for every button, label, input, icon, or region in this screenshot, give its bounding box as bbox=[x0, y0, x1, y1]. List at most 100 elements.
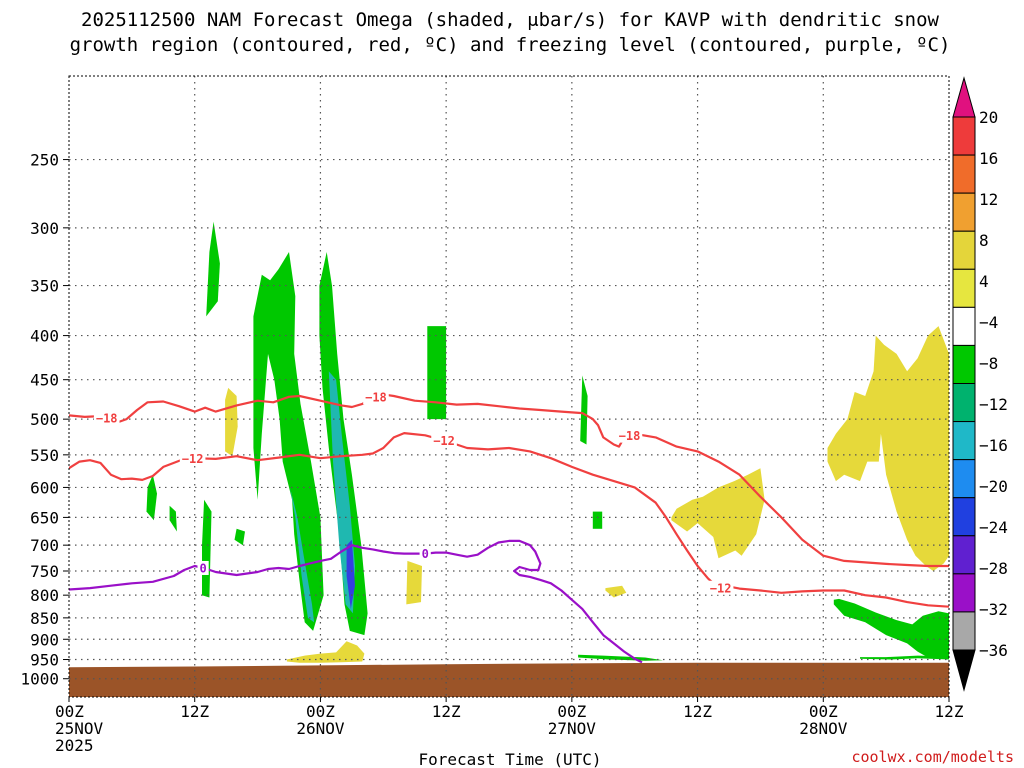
x-tick-label: 12Z bbox=[683, 702, 712, 721]
omega-region-6 bbox=[253, 252, 324, 631]
y-tick-label: 950 bbox=[30, 651, 59, 670]
colorbar-segment bbox=[952, 344, 976, 384]
omega-region-15 bbox=[592, 511, 603, 529]
contour-0-label-bg bbox=[616, 428, 643, 443]
omega-region-12 bbox=[406, 560, 422, 605]
omega-region-14 bbox=[580, 375, 588, 445]
x-tick-label: 26NOV bbox=[296, 719, 345, 738]
ground-layer bbox=[69, 662, 949, 697]
colorbar-label: 20 bbox=[979, 108, 998, 127]
omega-region-10 bbox=[346, 539, 355, 609]
omega-region-1 bbox=[225, 387, 238, 457]
colorbar-segment bbox=[952, 154, 976, 194]
y-tick-label: 650 bbox=[30, 508, 59, 527]
contour-1-label: −12 bbox=[710, 581, 732, 595]
omega-region-8 bbox=[319, 252, 368, 636]
contour-0-label-bg bbox=[93, 410, 120, 425]
y-tick-label: 800 bbox=[30, 586, 59, 605]
freezing-level-label: 0 bbox=[199, 561, 206, 575]
colorbar-segment bbox=[952, 459, 976, 499]
colorbar-label: −8 bbox=[979, 354, 998, 373]
colorbar-label: −4 bbox=[979, 313, 998, 332]
y-tick-label: 350 bbox=[30, 277, 59, 296]
colorbar-label: −32 bbox=[979, 600, 1008, 619]
grid-lines bbox=[69, 76, 949, 697]
colorbar-segment bbox=[952, 611, 976, 651]
colorbar-label: −24 bbox=[979, 518, 1008, 537]
y-tick-label: 850 bbox=[30, 609, 59, 628]
freezing-level-label-bg bbox=[419, 546, 431, 561]
colorbar-segment bbox=[952, 383, 976, 423]
y-tick-label: 250 bbox=[30, 151, 59, 170]
y-axis: 250 300 350 400 450 500 550 600 650 700 750 800 850 9… bbox=[20, 151, 69, 689]
y-tick-label: 400 bbox=[30, 327, 59, 346]
colorbar-segment bbox=[952, 497, 976, 537]
contour-1-label: −12 bbox=[182, 452, 204, 466]
contour-0-label: −18 bbox=[365, 391, 387, 405]
y-tick-label: 550 bbox=[30, 446, 59, 465]
colorbar-segment bbox=[952, 268, 976, 308]
omega-region-19 bbox=[827, 326, 949, 571]
omega-region-11 bbox=[286, 641, 365, 663]
colorbar-bottom-arrow bbox=[952, 649, 976, 692]
y-tick-label: 300 bbox=[30, 219, 59, 238]
omega-region-0 bbox=[206, 221, 220, 317]
omega-region-21 bbox=[860, 655, 949, 660]
colorbar-label: −28 bbox=[979, 559, 1008, 578]
contour-0-line bbox=[69, 393, 949, 568]
y-tick-label: 600 bbox=[30, 478, 59, 497]
contour-0-label: −18 bbox=[619, 429, 641, 443]
x-tick-label: 12Z bbox=[432, 702, 461, 721]
contour-0-label-bg bbox=[363, 390, 389, 405]
x-tick-label: 2025 bbox=[55, 736, 94, 755]
contour-1-label-bg bbox=[431, 433, 457, 448]
x-tick-label: 12Z bbox=[180, 702, 209, 721]
colorbar-label: −36 bbox=[979, 641, 1008, 660]
contour-1-label-bg bbox=[179, 451, 206, 466]
colorbar-label: −12 bbox=[979, 395, 1008, 414]
colorbar: 20 16 12 8 4 −4 −8 −12 −16 −20 −24 −28 −32 −36 bbox=[952, 76, 1008, 692]
y-tick-label: 900 bbox=[30, 630, 59, 649]
chart-title-line1: 2025112500 NAM Forecast Omega (shaded, μ… bbox=[81, 9, 939, 31]
omega-region-17 bbox=[578, 654, 663, 661]
x-tick-label: 00Z bbox=[557, 702, 586, 721]
y-tick-label: 500 bbox=[30, 410, 59, 429]
credit-text: coolwx.com/modelts bbox=[851, 748, 1014, 766]
omega-region-13 bbox=[427, 326, 447, 420]
colorbar-label: 16 bbox=[979, 149, 998, 168]
x-tick-label: 00Z bbox=[809, 702, 838, 721]
plot-frame bbox=[68, 75, 950, 698]
contour-1-label: −12 bbox=[433, 434, 455, 448]
contour-1-line bbox=[69, 432, 949, 608]
y-tick-label: 750 bbox=[30, 562, 59, 581]
freezing-level-label: 0 bbox=[422, 547, 429, 561]
contour-1-label-bg bbox=[707, 580, 734, 595]
x-tick-label: 27NOV bbox=[548, 719, 597, 738]
y-tick-label: 700 bbox=[30, 536, 59, 555]
colorbar-top-arrow bbox=[952, 76, 976, 118]
chart-title-line2: growth region (contoured, red, ºC) and f… bbox=[70, 34, 951, 56]
colorbar-label: −16 bbox=[979, 436, 1008, 455]
colorbar-segment bbox=[952, 421, 976, 461]
colorbar-label: 12 bbox=[979, 190, 998, 209]
x-tick-label: 28NOV bbox=[799, 719, 848, 738]
x-tick-label: 00Z bbox=[55, 702, 84, 721]
colorbar-segment bbox=[952, 306, 976, 346]
omega-region-5 bbox=[234, 528, 245, 546]
y-tick-label: 1000 bbox=[20, 670, 59, 689]
omega-region-16 bbox=[605, 585, 627, 598]
colorbar-segment bbox=[952, 230, 976, 270]
temperature-contours: −18 −18 −18 −12 −12 −12 0 0 bbox=[69, 390, 949, 664]
colorbar-segment bbox=[952, 192, 976, 232]
contour-0-label: −18 bbox=[96, 411, 118, 425]
colorbar-label: 8 bbox=[979, 231, 989, 250]
colorbar-label: −20 bbox=[979, 477, 1008, 496]
colorbar-segment bbox=[952, 573, 976, 613]
omega-region-18 bbox=[671, 468, 765, 559]
omega-region-2 bbox=[146, 474, 157, 521]
omega-region-4 bbox=[202, 499, 212, 598]
freezing-level-label-bg bbox=[197, 560, 209, 575]
colorbar-segment bbox=[952, 535, 976, 575]
